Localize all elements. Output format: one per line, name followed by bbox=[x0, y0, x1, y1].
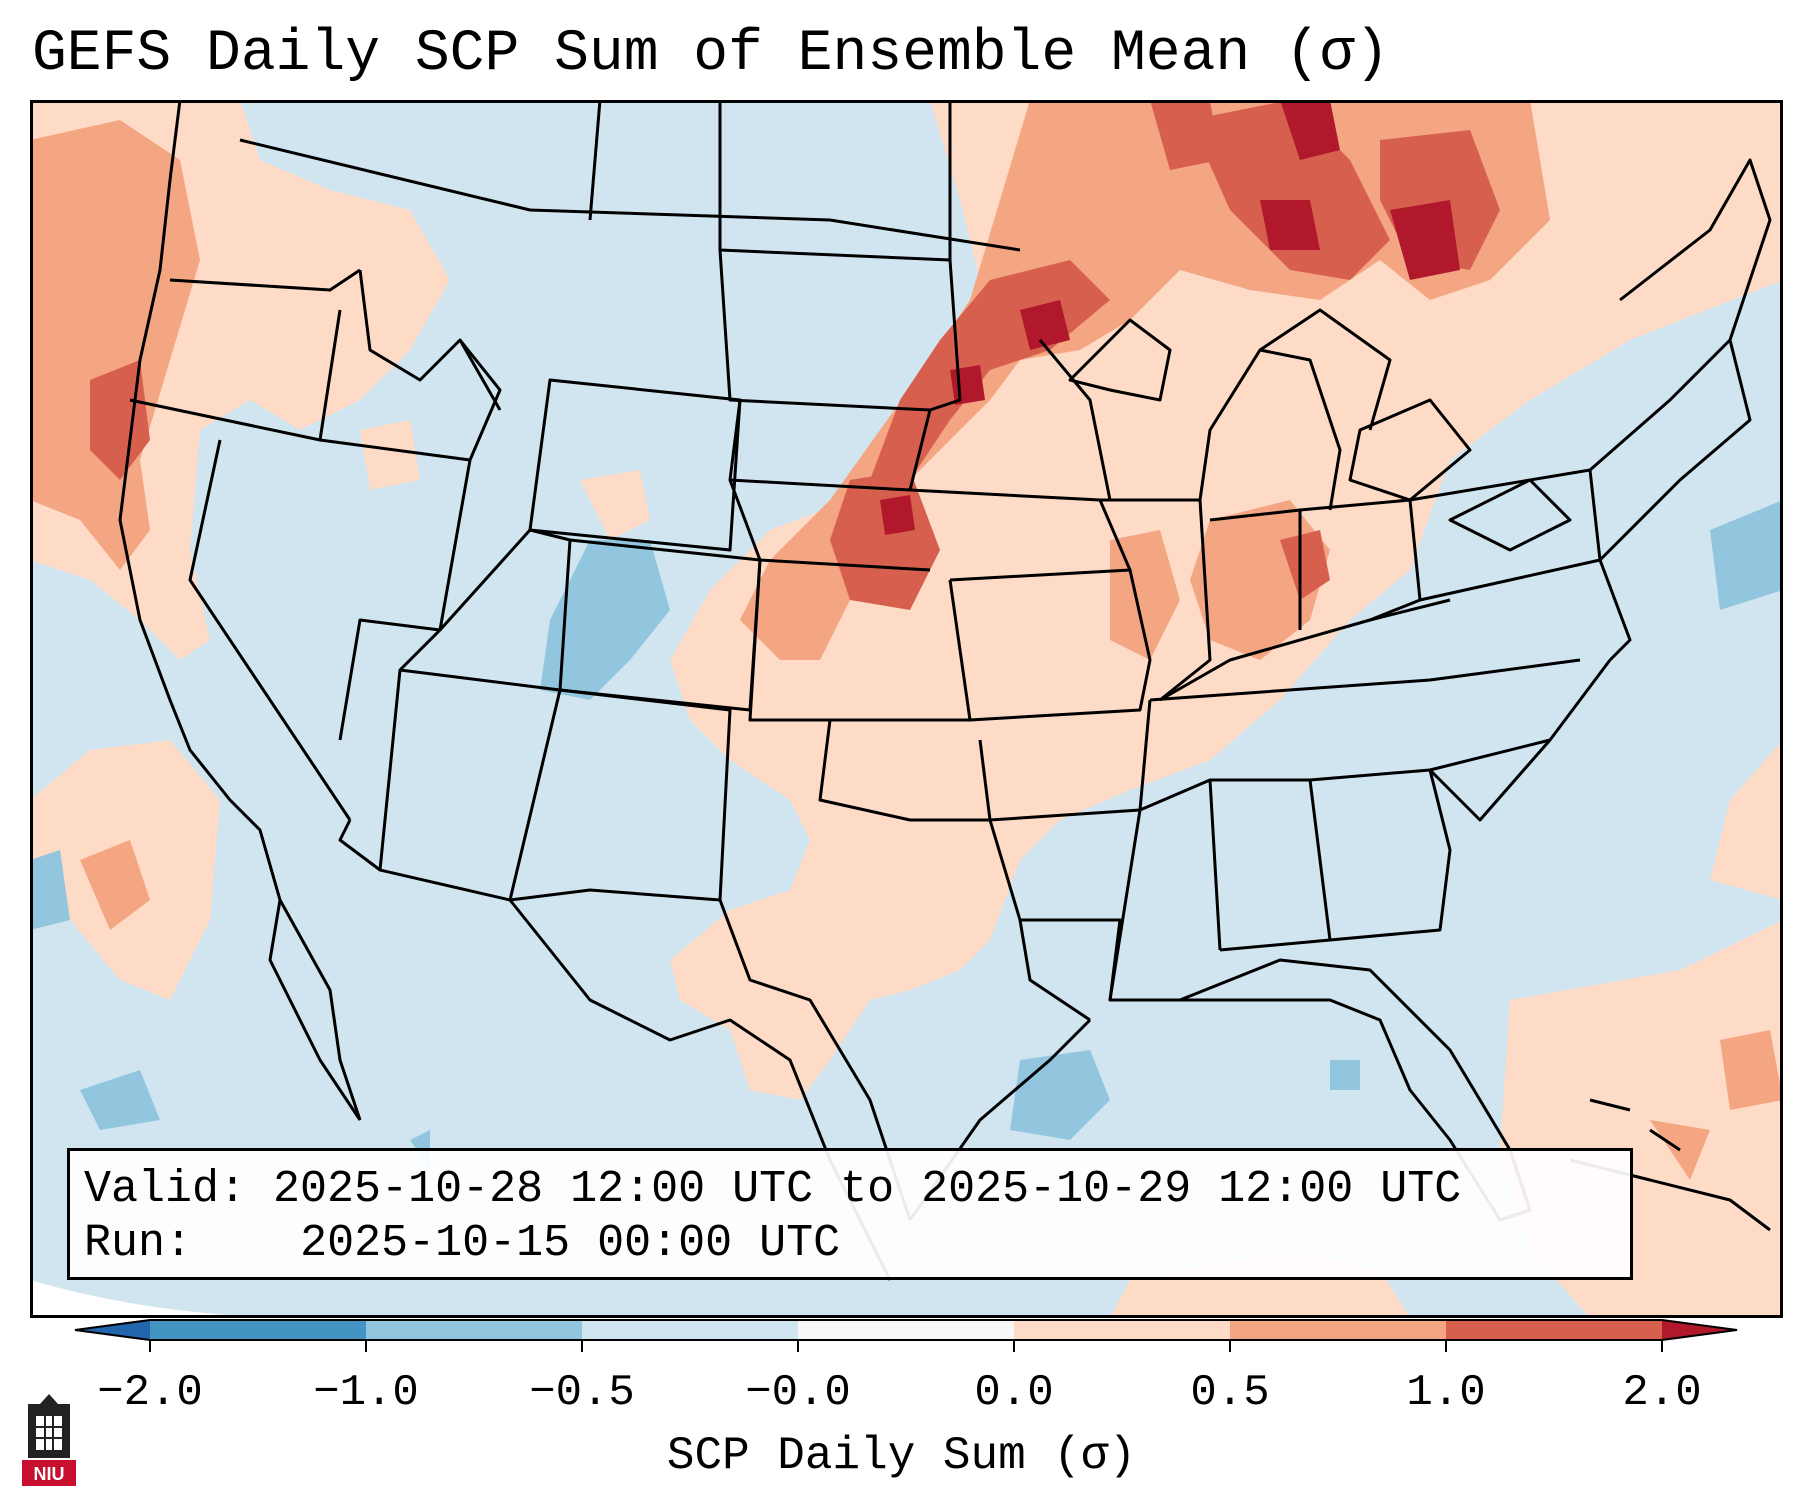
colorbar-arrow-low bbox=[75, 1320, 150, 1340]
map-title: GEFS Daily SCP Sum of Ensemble Mean (σ) bbox=[32, 22, 1390, 87]
colorbar-bin-1 bbox=[150, 1320, 366, 1340]
map-svg bbox=[30, 100, 1783, 1318]
valid-value: 2025-10-28 12:00 UTC to 2025-10-29 12:00… bbox=[273, 1164, 1462, 1215]
colorbar-bin-5 bbox=[1014, 1320, 1230, 1340]
colorbar-bin-7 bbox=[1446, 1320, 1662, 1340]
colorbar-tick-label: 1.0 bbox=[1406, 1368, 1486, 1418]
colorbar-arrow-high bbox=[1662, 1320, 1737, 1340]
valid-label: Valid: bbox=[84, 1164, 247, 1215]
colorbar-tick-label: 2.0 bbox=[1622, 1368, 1702, 1418]
colorbar-label: SCP Daily Sum (σ) bbox=[666, 1430, 1137, 1482]
colorbar-tick-label: 0.5 bbox=[1190, 1368, 1270, 1418]
colorbar-bin-2 bbox=[366, 1320, 582, 1340]
colorbar-tick-label: −0.0 bbox=[745, 1368, 851, 1418]
outside-domain bbox=[30, 1280, 290, 1318]
colorbar-tick-label: −2.0 bbox=[97, 1368, 203, 1418]
niu-logo-icon: NIU bbox=[22, 1394, 76, 1486]
colorbar-bin-4 bbox=[798, 1320, 1014, 1340]
colorbar bbox=[74, 1319, 1738, 1352]
colorbar-bin-3 bbox=[582, 1320, 798, 1340]
run-label: Run: bbox=[84, 1218, 193, 1269]
valid-run-info-box: Valid: 2025-10-28 12:00 UTC to 2025-10-2… bbox=[67, 1148, 1633, 1280]
map-frame bbox=[30, 100, 1783, 1318]
colorbar-bin-6 bbox=[1230, 1320, 1446, 1340]
colorbar-tick-label: 0.0 bbox=[974, 1368, 1054, 1418]
colorbar-tick-label: −0.5 bbox=[529, 1368, 635, 1418]
colorbar-ticks bbox=[149, 1340, 1663, 1352]
map-panel bbox=[30, 100, 1783, 1318]
colorbar-tick-label: −1.0 bbox=[313, 1368, 419, 1418]
run-value: 2025-10-15 00:00 UTC bbox=[300, 1218, 841, 1269]
negative-regions bbox=[30, 500, 1783, 1170]
logo-text: NIU bbox=[34, 1464, 65, 1484]
